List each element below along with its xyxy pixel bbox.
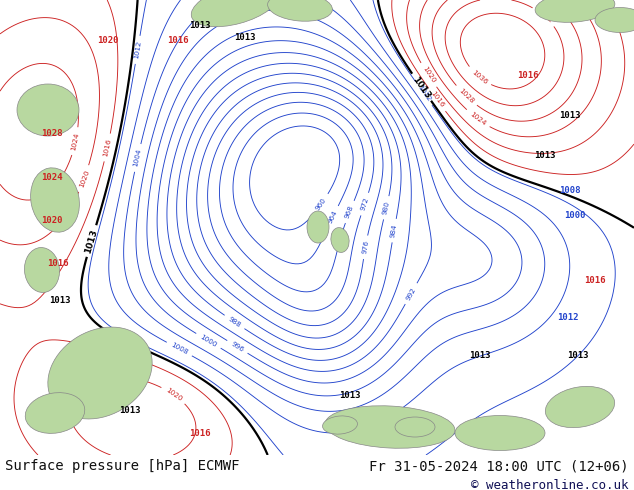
Ellipse shape bbox=[455, 416, 545, 450]
Text: 1013: 1013 bbox=[411, 74, 432, 100]
Text: 960: 960 bbox=[315, 196, 328, 211]
Text: 984: 984 bbox=[390, 223, 398, 238]
Ellipse shape bbox=[17, 84, 79, 136]
Text: 996: 996 bbox=[230, 341, 245, 353]
Text: 1028: 1028 bbox=[41, 128, 63, 138]
Text: 1016: 1016 bbox=[517, 71, 539, 79]
Text: 1020: 1020 bbox=[41, 216, 63, 224]
Ellipse shape bbox=[331, 227, 349, 252]
Text: 1012: 1012 bbox=[416, 84, 432, 103]
Text: 1012: 1012 bbox=[557, 313, 579, 321]
Text: 1016: 1016 bbox=[585, 275, 605, 285]
Ellipse shape bbox=[395, 417, 435, 437]
Text: 1016: 1016 bbox=[103, 138, 112, 157]
Text: 1016: 1016 bbox=[48, 259, 68, 268]
Text: 964: 964 bbox=[327, 209, 339, 224]
Text: 1020: 1020 bbox=[164, 387, 183, 402]
Text: 1020: 1020 bbox=[97, 35, 119, 45]
Text: 1013: 1013 bbox=[534, 150, 556, 160]
Text: 1013: 1013 bbox=[559, 111, 581, 120]
Text: 1028: 1028 bbox=[457, 87, 475, 104]
Text: 1013: 1013 bbox=[49, 295, 71, 304]
Text: 1024: 1024 bbox=[41, 172, 63, 181]
Text: 1016: 1016 bbox=[429, 91, 445, 109]
Ellipse shape bbox=[535, 0, 615, 23]
Text: 1020: 1020 bbox=[421, 66, 436, 84]
Ellipse shape bbox=[325, 406, 455, 448]
Text: 968: 968 bbox=[344, 204, 355, 220]
Ellipse shape bbox=[25, 247, 60, 293]
Text: 1024: 1024 bbox=[469, 111, 487, 127]
Text: 1016: 1016 bbox=[89, 343, 108, 353]
Text: 1000: 1000 bbox=[564, 211, 586, 220]
Text: Fr 31-05-2024 18:00 UTC (12+06): Fr 31-05-2024 18:00 UTC (12+06) bbox=[369, 459, 629, 473]
Text: 1008: 1008 bbox=[559, 186, 581, 195]
Text: 1013: 1013 bbox=[234, 32, 256, 42]
Ellipse shape bbox=[323, 416, 358, 434]
Text: 1013: 1013 bbox=[84, 228, 100, 254]
Text: 1004: 1004 bbox=[133, 148, 143, 168]
Text: 1012: 1012 bbox=[133, 40, 142, 59]
Text: 1013: 1013 bbox=[190, 21, 210, 29]
Text: 1024: 1024 bbox=[71, 132, 81, 151]
Ellipse shape bbox=[545, 387, 614, 428]
Text: 1013: 1013 bbox=[469, 350, 491, 360]
Text: 1032: 1032 bbox=[535, 8, 553, 24]
Text: 976: 976 bbox=[361, 240, 370, 255]
Text: 992: 992 bbox=[405, 286, 417, 301]
Text: 1013: 1013 bbox=[567, 350, 589, 360]
Ellipse shape bbox=[30, 168, 79, 232]
Ellipse shape bbox=[595, 7, 634, 32]
Text: 1036: 1036 bbox=[470, 69, 488, 85]
Text: 1013: 1013 bbox=[339, 391, 361, 399]
Text: 988: 988 bbox=[227, 316, 242, 328]
Text: 1016: 1016 bbox=[190, 429, 210, 438]
Text: 1008: 1008 bbox=[170, 342, 189, 356]
Text: © weatheronline.co.uk: © weatheronline.co.uk bbox=[472, 479, 629, 490]
Text: 1016: 1016 bbox=[167, 35, 189, 45]
Ellipse shape bbox=[268, 0, 332, 21]
Ellipse shape bbox=[48, 327, 152, 419]
Ellipse shape bbox=[25, 392, 85, 433]
Text: 1020: 1020 bbox=[78, 169, 90, 188]
Text: 980: 980 bbox=[382, 200, 391, 215]
Text: Surface pressure [hPa] ECMWF: Surface pressure [hPa] ECMWF bbox=[5, 459, 240, 473]
Ellipse shape bbox=[307, 211, 329, 243]
Text: 1000: 1000 bbox=[199, 334, 218, 348]
Ellipse shape bbox=[191, 0, 279, 27]
Text: 972: 972 bbox=[359, 196, 370, 212]
Text: 1013: 1013 bbox=[119, 406, 141, 415]
